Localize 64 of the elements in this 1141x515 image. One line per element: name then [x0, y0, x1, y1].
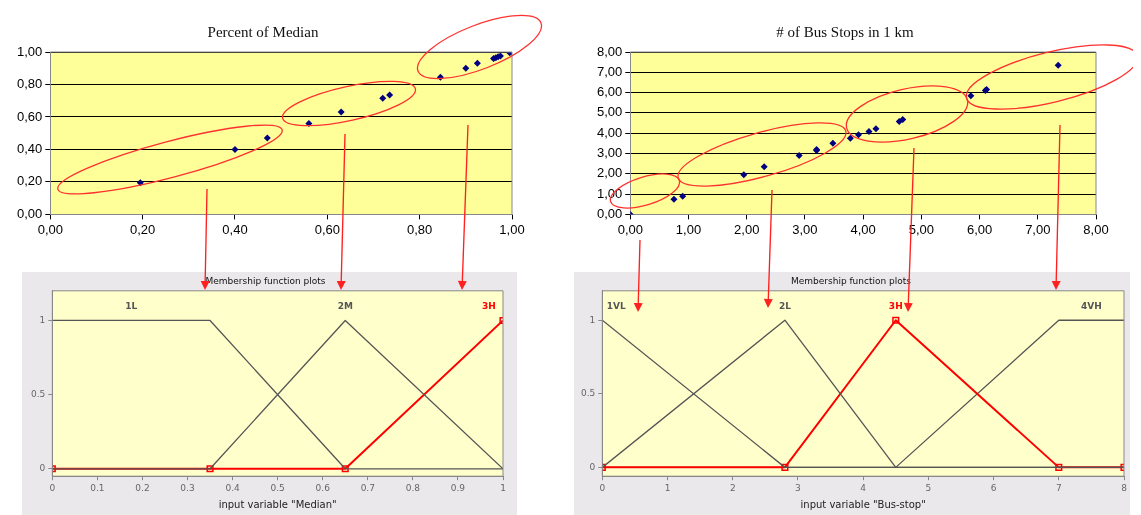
y-tick-label: 1 — [589, 314, 596, 325]
series-label: 1L — [125, 300, 138, 311]
y-tick-label: 0,80 — [16, 76, 43, 92]
y-tick-label: 6,00 — [596, 84, 623, 100]
y-tick-label: 5,00 — [596, 104, 623, 120]
y-tick-label: 0,00 — [16, 205, 43, 221]
chart-title: Percent of Median — [207, 23, 319, 40]
x-tick-label: 0,00 — [617, 221, 643, 237]
chart-title: Membership function plots — [205, 275, 326, 286]
y-tick-label: 0,00 — [596, 205, 623, 221]
x-tick-label: 2 — [729, 482, 736, 493]
x-tick-label: 5 — [925, 482, 932, 493]
series-label: 3H — [888, 300, 903, 311]
y-tick-label: 0 — [39, 463, 46, 474]
x-tick-label: 0 — [49, 482, 56, 493]
x-tick-label: 8,00 — [1083, 221, 1109, 237]
series-label: 4VH — [1081, 300, 1102, 311]
series-label: 2M — [337, 300, 353, 311]
y-tick-label: 0.5 — [30, 388, 46, 399]
series-label: 1VL — [606, 300, 627, 311]
y-tick-label: 0,60 — [16, 108, 43, 124]
x-tick-label: 3,00 — [792, 221, 818, 237]
x-tick-label: 4,00 — [850, 221, 876, 237]
x-axis-title: input variable "Median" — [218, 498, 337, 510]
x-tick-label: 1 — [500, 482, 506, 493]
x-tick-label: 2,00 — [734, 221, 760, 237]
x-tick-label: 0.2 — [135, 482, 150, 493]
x-axis-title: input variable "Bus-stop" — [800, 498, 926, 510]
series-label: 3H — [482, 300, 496, 311]
x-tick-label: 7 — [1055, 482, 1062, 493]
x-tick-label: 1 — [664, 482, 671, 493]
x-tick-label: 6 — [990, 482, 997, 493]
y-tick-label: 3,00 — [596, 145, 623, 161]
y-tick-label: 7,00 — [596, 63, 623, 79]
y-tick-label: 2,00 — [596, 165, 623, 181]
x-tick-label: 0.4 — [225, 482, 241, 493]
y-tick-label: 8,00 — [596, 43, 623, 59]
x-tick-label: 6,00 — [966, 221, 993, 237]
x-tick-label: 0,60 — [314, 221, 340, 237]
x-tick-label: 0.9 — [450, 482, 466, 493]
x-tick-label: 0,80 — [407, 221, 433, 237]
y-tick-label: 0,40 — [16, 141, 43, 157]
x-tick-label: 3 — [795, 482, 801, 493]
x-tick-label: 4 — [860, 482, 867, 493]
y-tick-label: 0,20 — [16, 173, 43, 189]
x-tick-label: 0,20 — [129, 221, 156, 237]
x-tick-label: 7,00 — [1025, 221, 1051, 237]
series-label: 2L — [778, 300, 792, 311]
x-tick-label: 1,00 — [675, 221, 702, 237]
x-tick-label: 0.6 — [315, 482, 331, 493]
y-tick-label: 1 — [39, 314, 46, 325]
y-tick-label: 1,00 — [16, 43, 43, 59]
x-tick-label: 0.1 — [90, 482, 105, 493]
y-tick-label: 0 — [589, 461, 596, 472]
x-tick-label: 8 — [1121, 482, 1128, 493]
chart-title: # of Bus Stops in 1 km — [776, 23, 915, 40]
x-tick-label: 0.7 — [360, 482, 375, 493]
x-tick-label: 0,40 — [222, 221, 248, 237]
y-tick-label: 0.5 — [580, 388, 596, 399]
x-tick-label: 0.8 — [405, 482, 421, 493]
x-tick-label: 1,00 — [499, 221, 525, 237]
x-tick-label: 0.5 — [270, 482, 285, 493]
y-tick-label: 4,00 — [596, 124, 623, 140]
x-tick-label: 0.3 — [180, 482, 195, 493]
